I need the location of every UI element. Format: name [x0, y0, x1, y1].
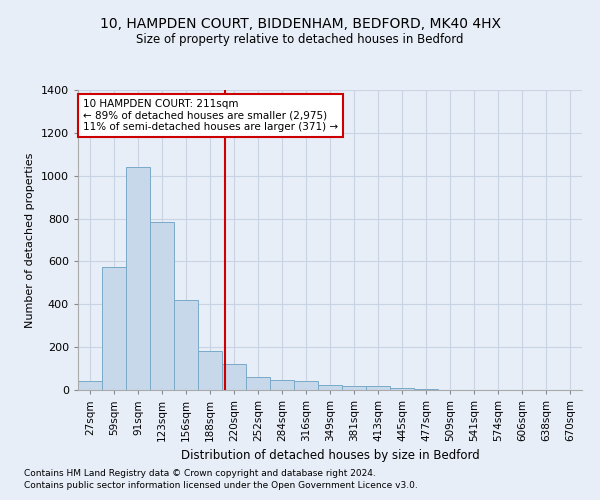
- Bar: [246, 377, 270, 390]
- Bar: [222, 364, 246, 390]
- Bar: [366, 386, 390, 390]
- Y-axis label: Number of detached properties: Number of detached properties: [25, 152, 35, 328]
- Bar: [174, 300, 198, 390]
- Text: 10 HAMPDEN COURT: 211sqm
← 89% of detached houses are smaller (2,975)
11% of sem: 10 HAMPDEN COURT: 211sqm ← 89% of detach…: [83, 99, 338, 132]
- Text: Contains public sector information licensed under the Open Government Licence v3: Contains public sector information licen…: [24, 481, 418, 490]
- Bar: [198, 352, 222, 390]
- Bar: [78, 382, 102, 390]
- X-axis label: Distribution of detached houses by size in Bedford: Distribution of detached houses by size …: [181, 450, 479, 462]
- Text: Contains HM Land Registry data © Crown copyright and database right 2024.: Contains HM Land Registry data © Crown c…: [24, 468, 376, 477]
- Bar: [318, 384, 342, 390]
- Bar: [390, 388, 414, 390]
- Text: Size of property relative to detached houses in Bedford: Size of property relative to detached ho…: [136, 32, 464, 46]
- Bar: [342, 386, 366, 390]
- Bar: [270, 380, 294, 390]
- Bar: [294, 382, 318, 390]
- Text: 10, HAMPDEN COURT, BIDDENHAM, BEDFORD, MK40 4HX: 10, HAMPDEN COURT, BIDDENHAM, BEDFORD, M…: [100, 18, 500, 32]
- Bar: [102, 267, 126, 390]
- Bar: [126, 167, 150, 390]
- Bar: [150, 222, 174, 390]
- Bar: [414, 389, 438, 390]
